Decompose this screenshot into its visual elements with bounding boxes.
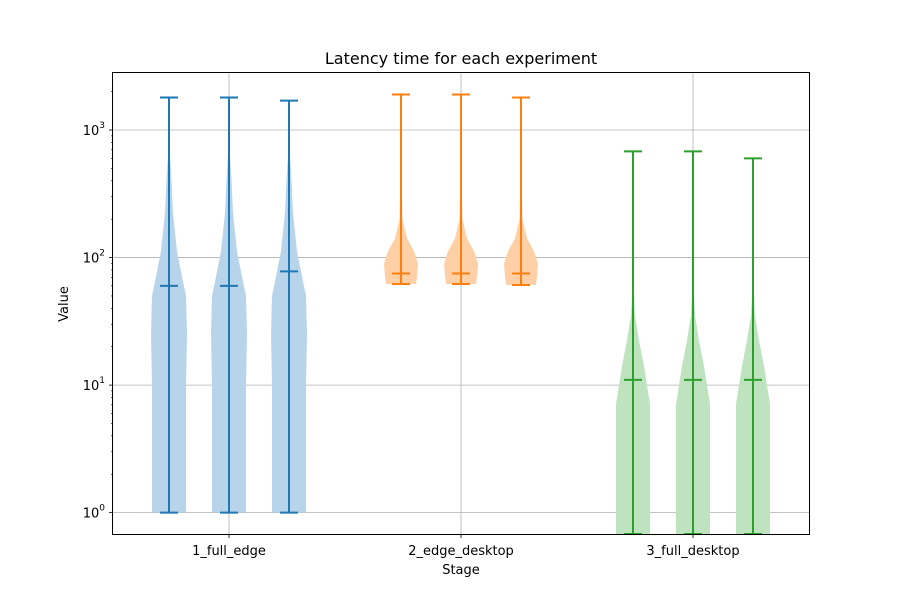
y-axis-label: Value [57, 286, 72, 322]
axis-ticks: 100 101 102 103 1_full_edge 2_edge_desktop 3_f… [83, 91, 740, 559]
x-axis-label: Stage [442, 563, 480, 578]
chart-title: Latency time for each experiment [325, 49, 597, 68]
x-tick-label: 2_edge_desktop [408, 544, 514, 559]
x-tick-label: 1_full_edge [192, 544, 266, 559]
x-tick-label: 3_full_desktop [646, 544, 739, 559]
y-tick-label: 102 [83, 249, 105, 267]
y-tick-label: 103 [83, 121, 105, 139]
violin-plots [151, 93, 770, 535]
y-tick-label: 100 [83, 504, 106, 522]
y-tick-label: 101 [83, 376, 105, 394]
